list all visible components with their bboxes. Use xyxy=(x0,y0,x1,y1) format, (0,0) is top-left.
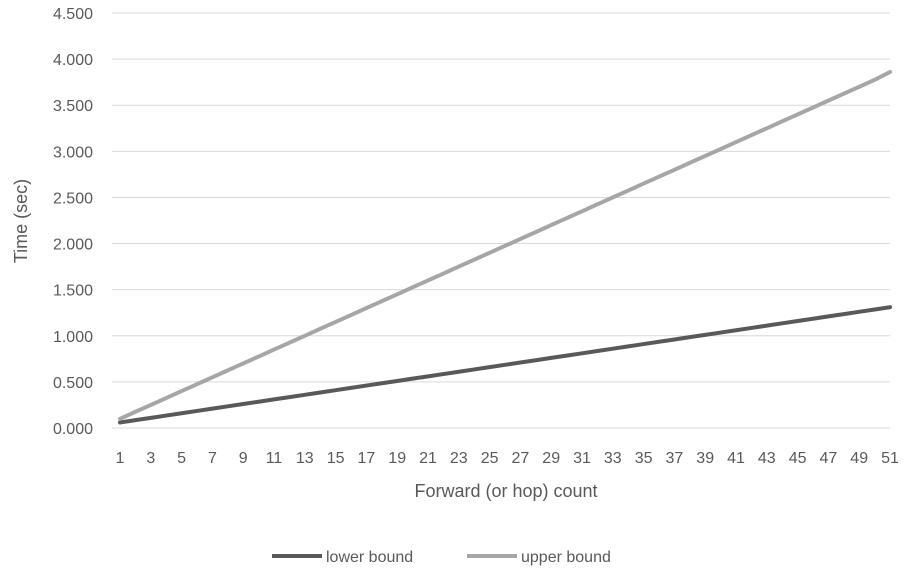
x-tick-label: 19 xyxy=(388,450,406,467)
x-tick-label: 1 xyxy=(116,450,125,467)
x-axis-tick-labels: 1 3 5 7 9 11 13 15 17 19 21 23 25 27 29 31 33 35 37 39 41 43 4… xyxy=(116,450,899,467)
y-tick-label: 0.500 xyxy=(53,375,93,392)
y-tick-label: 4.000 xyxy=(53,52,93,69)
x-tick-label: 31 xyxy=(573,450,591,467)
series-upper-bound xyxy=(118,70,892,421)
x-tick-label: 3 xyxy=(146,450,155,467)
legend-item: upper bound xyxy=(467,549,611,566)
x-tick-label: 11 xyxy=(266,450,283,467)
x-tick-label: 41 xyxy=(727,450,745,467)
x-tick-label: 23 xyxy=(450,450,468,467)
x-tick-label: 43 xyxy=(758,450,776,467)
y-axis-tick-labels: 0.000 0.500 1.000 1.500 2.000 2.500 3.000 3.500… xyxy=(53,6,93,438)
y-tick-label: 3.000 xyxy=(53,144,93,161)
x-tick-label: 15 xyxy=(327,450,345,467)
gridlines xyxy=(112,12,890,429)
legend-label: lower bound xyxy=(326,549,413,566)
x-tick-label: 37 xyxy=(666,450,684,467)
x-tick-label: 27 xyxy=(512,450,530,467)
x-tick-label: 51 xyxy=(881,450,899,467)
x-tick-label: 5 xyxy=(177,450,186,467)
y-tick-label: 2.500 xyxy=(53,190,93,207)
x-tick-label: 29 xyxy=(542,450,560,467)
legend-label: upper bound xyxy=(521,549,611,566)
x-tick-label: 25 xyxy=(481,450,499,467)
legend-item: lower bound xyxy=(272,549,413,566)
y-tick-label: 3.500 xyxy=(53,98,93,115)
y-tick-label: 0.000 xyxy=(53,421,93,438)
y-tick-label: 2.000 xyxy=(53,237,93,254)
y-tick-label: 1.000 xyxy=(53,329,93,346)
y-axis-title: Time (sec) xyxy=(11,179,31,263)
x-tick-label: 35 xyxy=(635,450,653,467)
x-tick-label: 17 xyxy=(358,450,376,467)
legend: lower bound upper bound xyxy=(272,549,611,566)
y-tick-label: 1.500 xyxy=(53,283,93,300)
series-lines xyxy=(118,70,892,425)
series-lower-bound xyxy=(118,305,892,425)
x-tick-label: 33 xyxy=(604,450,622,467)
x-tick-label: 21 xyxy=(419,450,437,467)
y-tick-label: 4.500 xyxy=(53,6,93,23)
x-tick-label: 47 xyxy=(820,450,838,467)
x-tick-label: 45 xyxy=(789,450,807,467)
x-tick-label: 9 xyxy=(239,450,248,467)
x-axis-title: Forward (or hop) count xyxy=(414,481,597,501)
x-tick-label: 39 xyxy=(696,450,714,467)
x-tick-label: 7 xyxy=(208,450,217,467)
x-tick-label: 49 xyxy=(850,450,868,467)
x-tick-label: 13 xyxy=(296,450,314,467)
